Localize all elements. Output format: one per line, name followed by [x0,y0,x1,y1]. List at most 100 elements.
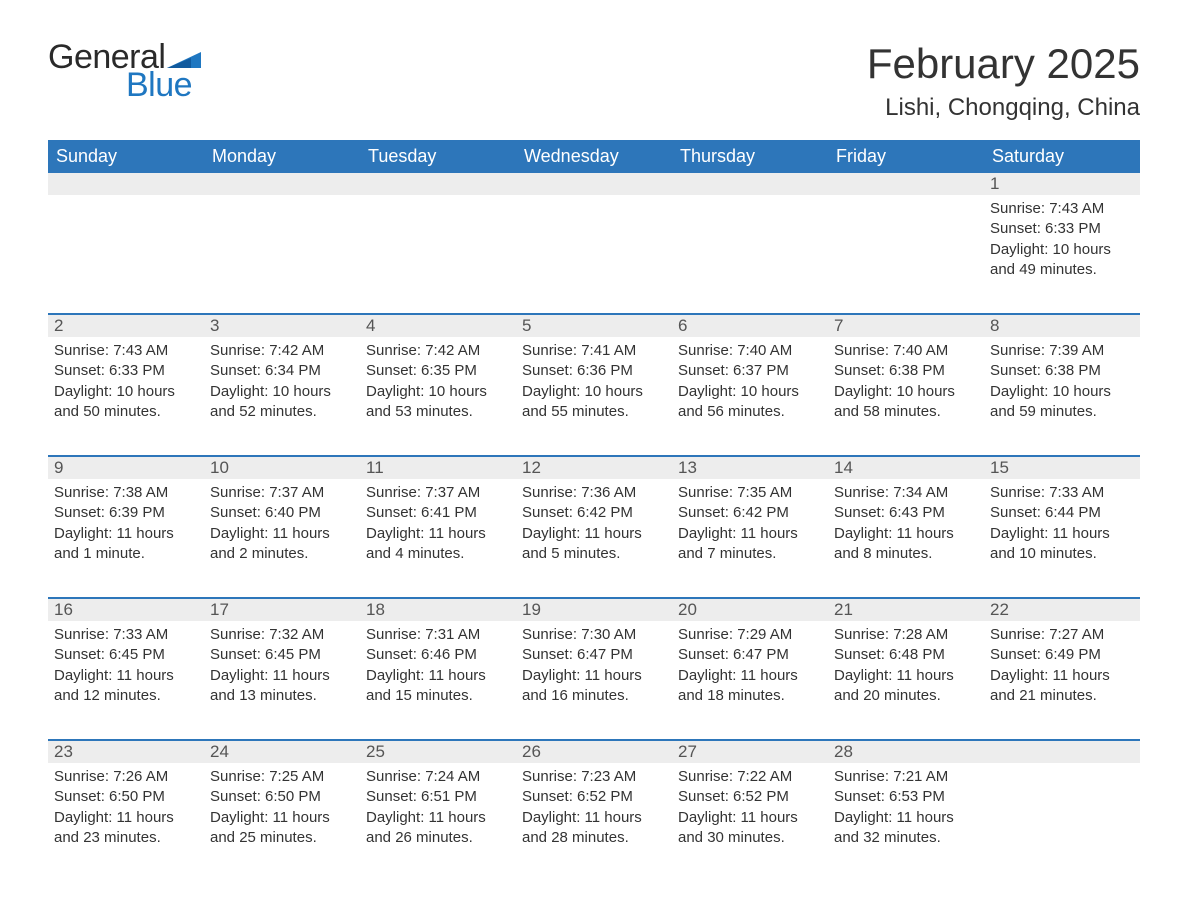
daylight-text: Daylight: 10 hours and 52 minutes. [210,382,356,423]
sunset-text: Sunset: 6:42 PM [522,503,668,523]
day-number: 4 [360,315,516,337]
day-cell: 16Sunrise: 7:33 AMSunset: 6:45 PMDayligh… [48,599,204,719]
week-row: 23Sunrise: 7:26 AMSunset: 6:50 PMDayligh… [48,739,1140,861]
sunrise-text: Sunrise: 7:41 AM [522,341,668,361]
daylight-text: Daylight: 11 hours and 7 minutes. [678,524,824,565]
dow-saturday: Saturday [984,140,1140,173]
day-number [360,173,516,195]
day-cell [828,173,984,293]
day-cell: 10Sunrise: 7:37 AMSunset: 6:40 PMDayligh… [204,457,360,577]
daylight-text: Daylight: 10 hours and 58 minutes. [834,382,980,423]
daylight-text: Daylight: 11 hours and 10 minutes. [990,524,1136,565]
sunset-text: Sunset: 6:40 PM [210,503,356,523]
sunrise-text: Sunrise: 7:21 AM [834,767,980,787]
day-number [672,173,828,195]
day-cell: 20Sunrise: 7:29 AMSunset: 6:47 PMDayligh… [672,599,828,719]
daylight-text: Daylight: 11 hours and 5 minutes. [522,524,668,565]
sunrise-text: Sunrise: 7:42 AM [366,341,512,361]
dow-tuesday: Tuesday [360,140,516,173]
sunrise-text: Sunrise: 7:31 AM [366,625,512,645]
day-number [828,173,984,195]
day-info: Sunrise: 7:33 AMSunset: 6:44 PMDaylight:… [988,483,1136,564]
day-cell: 13 Sunrise: 7:35 AMSunset: 6:42 PMDayligh… [672,457,828,577]
sunset-text: Sunset: 6:50 PM [54,787,200,807]
day-cell: 15 Sunrise: 7:33 AMSunset: 6:44 PMDayligh… [984,457,1140,577]
day-info: Sunrise: 7:30 AMSunset: 6:47 PMDaylight:… [520,625,668,706]
day-info: Sunrise: 7:41 AMSunset: 6:36 PMDaylight:… [520,341,668,422]
day-info: Sunrise: 7:28 AMSunset: 6:48 PMDaylight:… [832,625,980,706]
day-info: Sunrise: 7:35 AMSunset: 6:42 PMDaylight:… [676,483,824,564]
daylight-text: Daylight: 11 hours and 21 minutes. [990,666,1136,707]
sunset-text: Sunset: 6:49 PM [990,645,1136,665]
day-cell: 26Sunrise: 7:23 AMSunset: 6:52 PMDayligh… [516,741,672,861]
sunset-text: Sunset: 6:46 PM [366,645,512,665]
day-info: Sunrise: 7:27 AMSunset: 6:49 PMDaylight:… [988,625,1136,706]
day-info: Sunrise: 7:33 AMSunset: 6:45 PMDaylight:… [52,625,200,706]
day-cell: 21 Sunrise: 7:28 AMSunset: 6:48 PMDayligh… [828,599,984,719]
day-number: 21 [828,599,984,621]
sunrise-text: Sunrise: 7:32 AM [210,625,356,645]
daylight-text: Daylight: 10 hours and 56 minutes. [678,382,824,423]
sunrise-text: Sunrise: 7:29 AM [678,625,824,645]
day-number: 9 [48,457,204,479]
day-info: Sunrise: 7:42 AMSunset: 6:34 PMDaylight:… [208,341,356,422]
page-header: General Blue February 2025 Lishi, Chongq… [48,40,1140,122]
daylight-text: Daylight: 11 hours and 4 minutes. [366,524,512,565]
day-number: 7 [828,315,984,337]
day-info: Sunrise: 7:40 AMSunset: 6:37 PMDaylight:… [676,341,824,422]
sunrise-text: Sunrise: 7:35 AM [678,483,824,503]
sunset-text: Sunset: 6:41 PM [366,503,512,523]
sunrise-text: Sunrise: 7:33 AM [54,625,200,645]
sunset-text: Sunset: 6:42 PM [678,503,824,523]
day-info: Sunrise: 7:37 AMSunset: 6:41 PMDaylight:… [364,483,512,564]
sunrise-text: Sunrise: 7:43 AM [990,199,1136,219]
sunset-text: Sunset: 6:38 PM [990,361,1136,381]
sunset-text: Sunset: 6:48 PM [834,645,980,665]
sunset-text: Sunset: 6:47 PM [522,645,668,665]
day-info: Sunrise: 7:21 AMSunset: 6:53 PMDaylight:… [832,767,980,848]
day-cell: 24Sunrise: 7:25 AMSunset: 6:50 PMDayligh… [204,741,360,861]
day-info: Sunrise: 7:43 AMSunset: 6:33 PMDaylight:… [52,341,200,422]
daylight-text: Daylight: 11 hours and 1 minute. [54,524,200,565]
day-number: 18 [360,599,516,621]
day-number [984,741,1140,763]
day-cell: 5 Sunrise: 7:41 AMSunset: 6:36 PMDaylight… [516,315,672,435]
day-number: 20 [672,599,828,621]
day-number: 26 [516,741,672,763]
week-row: 9Sunrise: 7:38 AMSunset: 6:39 PMDaylight… [48,455,1140,577]
day-number: 5 [516,315,672,337]
title-block: February 2025 Lishi, Chongqing, China [867,40,1140,122]
day-cell: 23Sunrise: 7:26 AMSunset: 6:50 PMDayligh… [48,741,204,861]
dow-wednesday: Wednesday [516,140,672,173]
sunrise-text: Sunrise: 7:43 AM [54,341,200,361]
day-number: 13 [672,457,828,479]
day-info: Sunrise: 7:24 AMSunset: 6:51 PMDaylight:… [364,767,512,848]
sunrise-text: Sunrise: 7:39 AM [990,341,1136,361]
day-number: 27 [672,741,828,763]
day-info: Sunrise: 7:37 AMSunset: 6:40 PMDaylight:… [208,483,356,564]
day-cell [516,173,672,293]
day-cell [204,173,360,293]
sunrise-text: Sunrise: 7:26 AM [54,767,200,787]
day-cell: 6 Sunrise: 7:40 AMSunset: 6:37 PMDaylight… [672,315,828,435]
daylight-text: Daylight: 11 hours and 13 minutes. [210,666,356,707]
day-cell: 9Sunrise: 7:38 AMSunset: 6:39 PMDaylight… [48,457,204,577]
daylight-text: Daylight: 10 hours and 49 minutes. [990,240,1136,281]
sunset-text: Sunset: 6:53 PM [834,787,980,807]
day-cell [672,173,828,293]
day-number: 2 [48,315,204,337]
week-row: 16Sunrise: 7:33 AMSunset: 6:45 PMDayligh… [48,597,1140,719]
daylight-text: Daylight: 10 hours and 50 minutes. [54,382,200,423]
day-number: 6 [672,315,828,337]
day-number: 24 [204,741,360,763]
day-number: 15 [984,457,1140,479]
day-number [204,173,360,195]
sunrise-text: Sunrise: 7:33 AM [990,483,1136,503]
sunrise-text: Sunrise: 7:37 AM [366,483,512,503]
sunrise-text: Sunrise: 7:30 AM [522,625,668,645]
day-cell: 4Sunrise: 7:42 AMSunset: 6:35 PMDaylight… [360,315,516,435]
day-cell [984,741,1140,861]
daylight-text: Daylight: 11 hours and 15 minutes. [366,666,512,707]
daylight-text: Daylight: 11 hours and 30 minutes. [678,808,824,849]
day-cell: 3Sunrise: 7:42 AMSunset: 6:34 PMDaylight… [204,315,360,435]
